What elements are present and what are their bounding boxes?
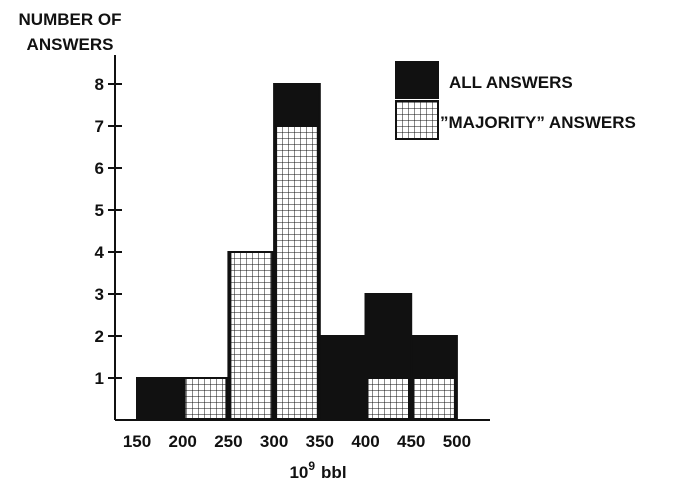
legend-label-majority-answers: ”MAJORITY” ANSWERS	[440, 113, 636, 132]
y-tick-label-1: 1	[95, 369, 104, 388]
bar-majority-answers-300-350	[275, 125, 319, 420]
x-tick-label-200: 200	[169, 432, 197, 451]
bars-group	[136, 83, 458, 421]
y-tick-label-5: 5	[95, 201, 104, 220]
x-ticks-group: 150 200 250 300 350 400 450 500	[123, 432, 471, 451]
legend-label-all-answers: ALL ANSWERS	[449, 73, 573, 92]
x-tick-label-350: 350	[306, 432, 334, 451]
y-tick-label-2: 2	[95, 327, 104, 346]
x-tick-label-250: 250	[214, 432, 242, 451]
x-tick-label-150: 150	[123, 432, 151, 451]
y-tick-label-3: 3	[95, 285, 104, 304]
y-axis-title-line-1: NUMBER OF	[19, 10, 122, 29]
bar-all-answers-350-400	[318, 335, 367, 421]
x-tick-label-400: 400	[351, 432, 379, 451]
bar-majority-answers-200-250	[183, 377, 228, 420]
bar-majority-answers-450-500	[412, 377, 456, 420]
y-axis-title-line-2: ANSWERS	[27, 35, 114, 54]
x-tick-label-300: 300	[260, 432, 288, 451]
y-ticks-group: 1 2 3 4 5 6 7 8	[95, 75, 122, 388]
legend-swatch-all-answers	[395, 61, 439, 99]
bar-all-answers-150-200	[136, 377, 184, 421]
y-tick-label-6: 6	[95, 159, 104, 178]
legend-swatch-majority-answers	[395, 100, 439, 140]
bar-majority-answers-400-450	[366, 377, 411, 420]
x-tick-label-500: 500	[443, 432, 471, 451]
y-tick-label-7: 7	[95, 117, 104, 136]
bar-majority-answers-250-300	[229, 251, 274, 420]
legend: ALL ANSWERS ”MAJORITY” ANSWERS	[395, 61, 636, 140]
y-tick-label-4: 4	[95, 243, 105, 262]
x-tick-label-450: 450	[397, 432, 425, 451]
x-axis-title: 109 bbl	[289, 459, 346, 482]
y-tick-label-8: 8	[95, 75, 104, 94]
